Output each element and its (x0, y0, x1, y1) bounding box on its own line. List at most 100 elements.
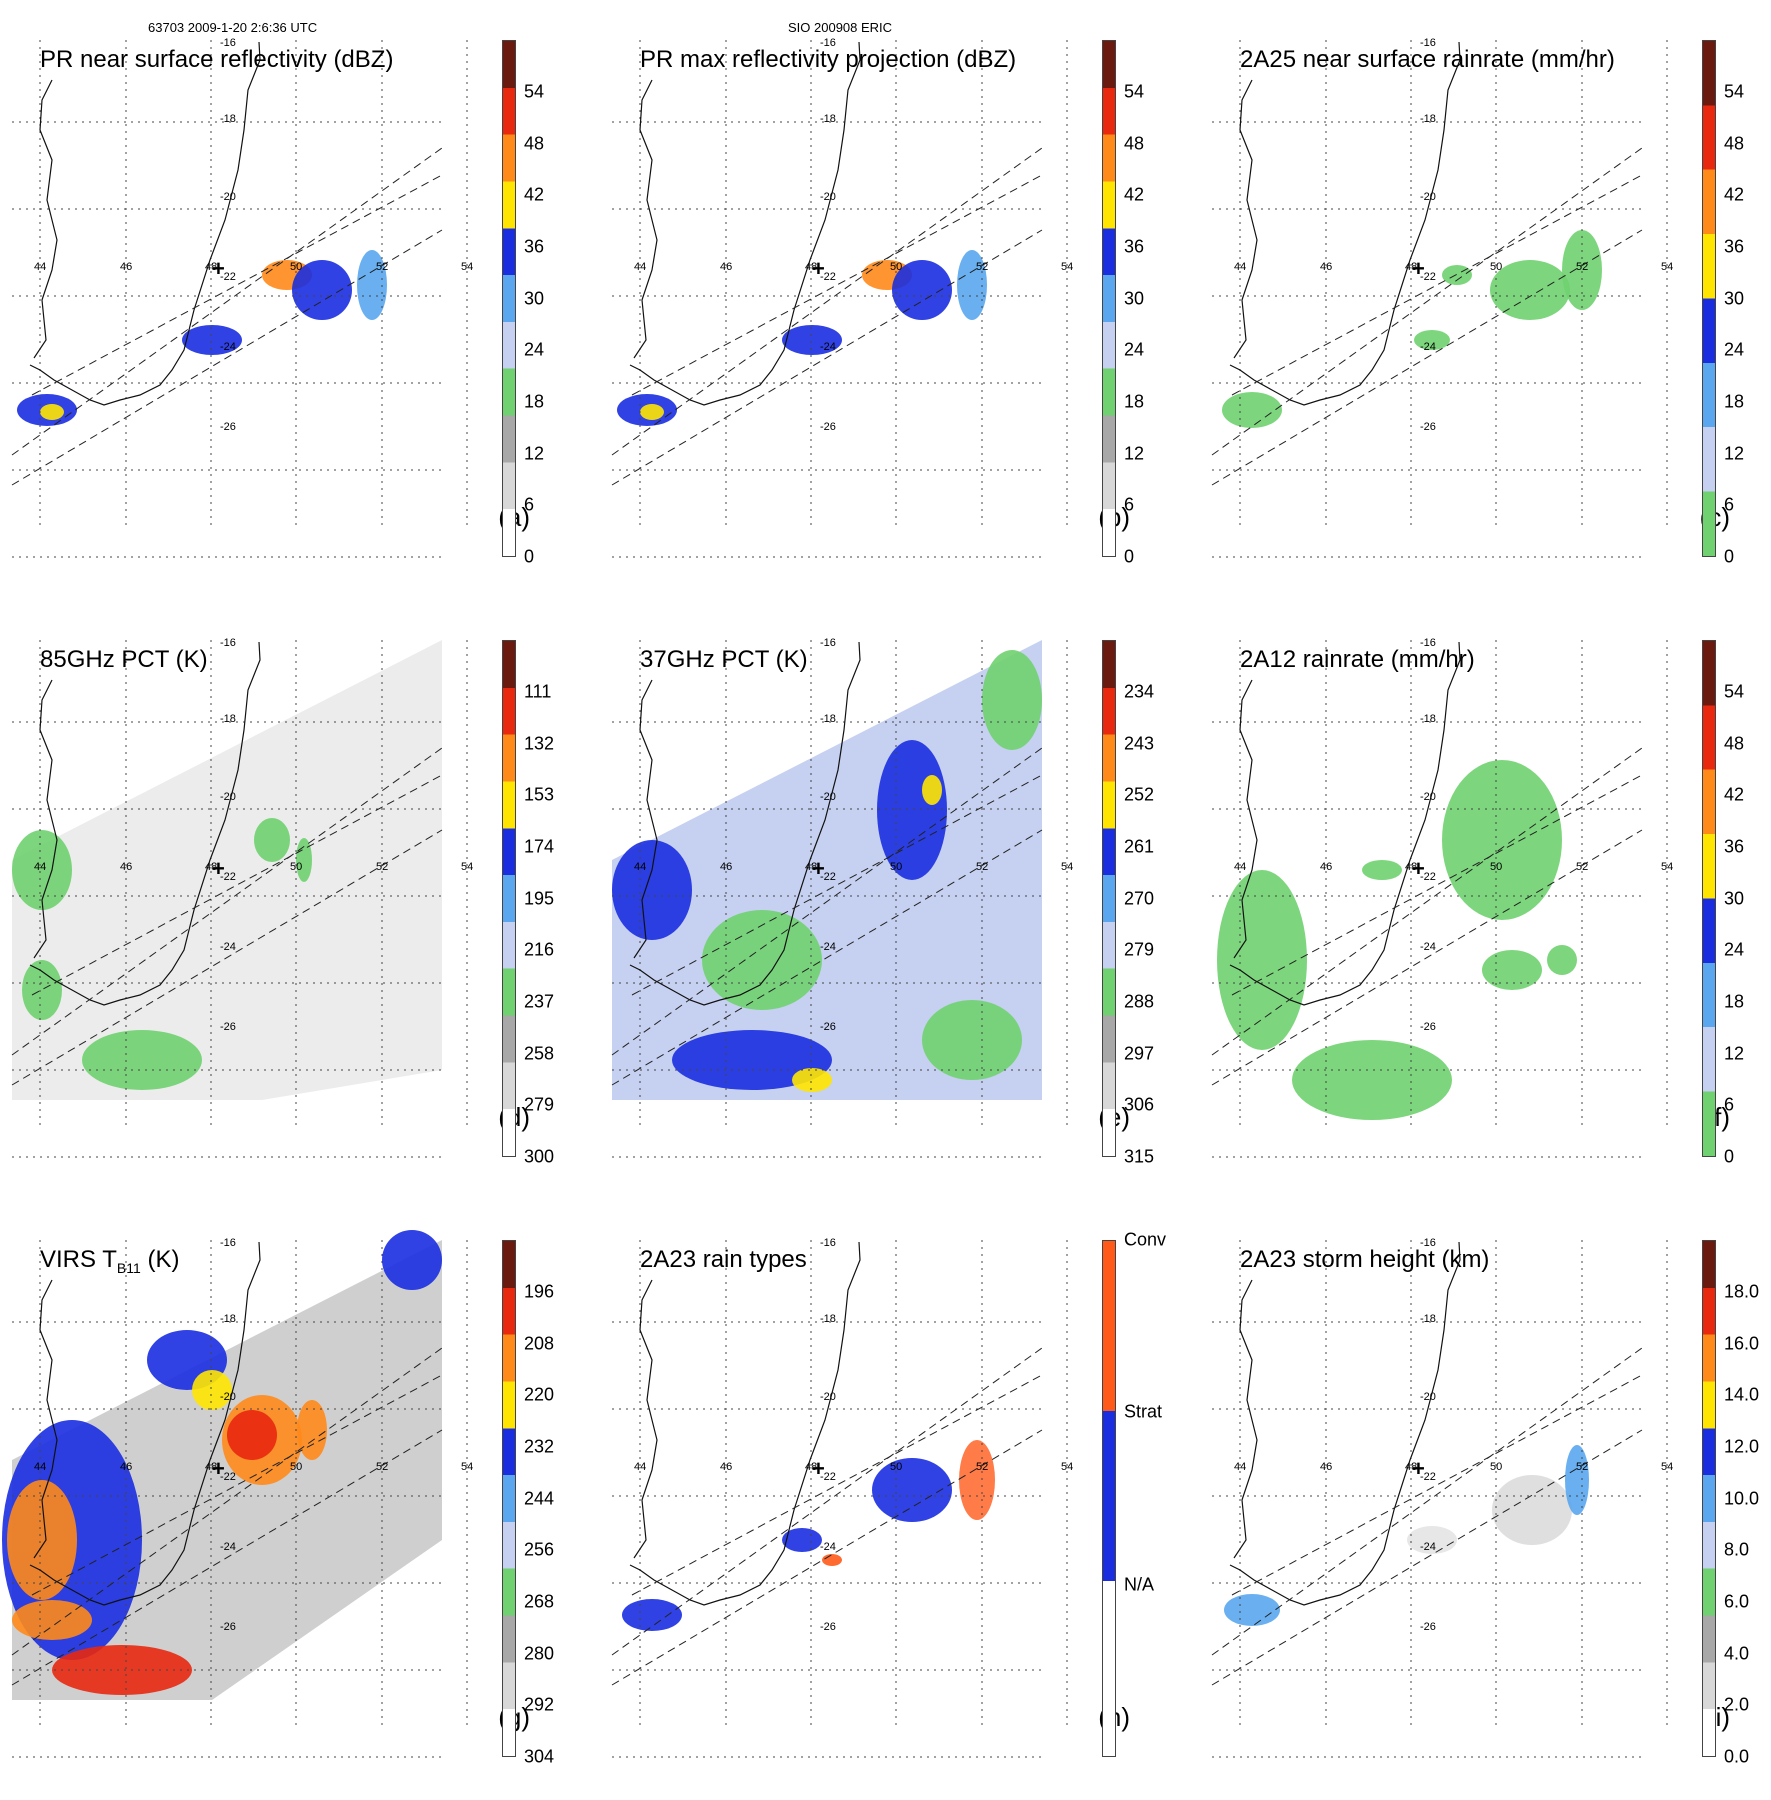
swath-edge (1211, 1429, 1643, 1686)
map-d: 44 46 48 50 52 54 -16 -18 -20 -22 -24 -26 + (11, 637, 473, 1158)
lat-label: -16 (1420, 637, 1436, 649)
lon-label: 46 (120, 1461, 132, 1473)
colorbar-tick: 237 (524, 991, 555, 1012)
colorbar-tick: 18 (1724, 391, 1745, 412)
lon-label: 54 (1661, 1461, 1673, 1473)
colorbar-tick: 306 (1124, 1094, 1155, 1115)
colorbar-tick: 208 (524, 1333, 555, 1354)
rain-field (957, 250, 987, 320)
lon-label: 54 (1061, 861, 1073, 873)
lat-label: -22 (1420, 271, 1436, 283)
colorbar-tick: 0.0 (1724, 1746, 1750, 1767)
colorbar-tick: N/A (1124, 1574, 1155, 1595)
lat-label: -26 (1420, 1621, 1436, 1633)
lon-label: 50 (1490, 861, 1502, 873)
panel-title: PR near surface reflectivity (dBZ) (40, 46, 394, 73)
colorbar (502, 1240, 516, 1757)
lat-label: -16 (1420, 1237, 1436, 1249)
colorbar-tick: 18 (524, 391, 545, 412)
colorbar-tick: 48 (1724, 733, 1745, 754)
virs-field (12, 1600, 92, 1640)
colorbar-tick: 0 (1124, 546, 1135, 567)
lat-label: -24 (820, 341, 836, 353)
lat-label: -18 (820, 713, 836, 725)
colorbar-tick: 30 (1724, 888, 1745, 909)
colorbar-tick: 48 (1124, 133, 1145, 154)
lat-label: -18 (220, 1313, 236, 1325)
lat-label: -22 (1420, 871, 1436, 883)
virs-field (227, 1410, 277, 1460)
coastline (633, 79, 658, 359)
colorbar-tick: 288 (1124, 991, 1155, 1012)
lat-label: -20 (820, 791, 836, 803)
map-e: 44 46 48 50 52 54 -16 -18 -20 -22 -24 -26 + (611, 637, 1073, 1158)
lon-label: 52 (976, 861, 988, 873)
swath-edge (11, 147, 443, 456)
lat-label: -16 (220, 1237, 236, 1249)
storm-center-marker: + (812, 856, 825, 881)
colorbar-tick: 292 (524, 1694, 555, 1715)
map-f: 44 46 48 50 52 54 -16 -18 -20 -22 -24 -26 + (1211, 637, 1673, 1158)
coastline (1233, 79, 1258, 359)
colorbar-tick: 232 (524, 1436, 555, 1457)
map-b: 44 46 48 50 52 54 -16 -18 -20 -22 -24 -26 + (611, 37, 1073, 558)
lon-label: 54 (1061, 1461, 1073, 1473)
lon-label: 44 (1234, 261, 1246, 273)
coastline (29, 641, 261, 1006)
coastline (629, 1241, 861, 1606)
lat-label: -20 (820, 1391, 836, 1403)
colorbar-tick: 111 (524, 681, 552, 702)
lon-label: 52 (376, 1461, 388, 1473)
colorbar-tick: 14.0 (1724, 1384, 1760, 1405)
lat-label: -24 (220, 341, 236, 353)
swath-edge (11, 1429, 443, 1686)
lat-label: -20 (1420, 1391, 1436, 1403)
colorbar-tick: 12 (1724, 1043, 1745, 1064)
lon-label: 52 (376, 861, 388, 873)
pct-field (922, 1000, 1022, 1080)
colorbar-tick: 30 (1724, 288, 1745, 309)
colorbar-tick: 2.0 (1724, 1694, 1750, 1715)
pct-field (82, 1030, 202, 1090)
lon-label: 48 (205, 261, 217, 273)
colorbar-tick: 12.0 (1724, 1436, 1760, 1457)
header-center: SIO 200908 ERIC (788, 20, 893, 35)
lat-label: -26 (820, 1621, 836, 1633)
rain-field (1490, 260, 1570, 320)
pct-field (296, 838, 312, 882)
pct-field (22, 960, 62, 1020)
rain-field (822, 1554, 842, 1566)
swath-edge (611, 229, 1043, 486)
lon-label: 50 (1490, 1461, 1502, 1473)
lon-label: 54 (1061, 261, 1073, 273)
lat-label: -18 (820, 113, 836, 125)
virs-field (7, 1480, 77, 1600)
colorbar-tick: 30 (1124, 288, 1145, 309)
lat-label: -18 (220, 113, 236, 125)
pct-field (982, 650, 1042, 750)
panel-title: 2A23 storm height (km) (1240, 1246, 1490, 1273)
colorbar (1102, 1240, 1116, 1757)
colorbar-tick: 0 (1724, 546, 1735, 567)
lat-label: -20 (220, 191, 236, 203)
colorbar-tick: 18 (1124, 391, 1145, 412)
swath-edge (11, 747, 443, 1056)
colorbar-tick: 0 (1724, 1146, 1735, 1167)
lon-label: 48 (805, 861, 817, 873)
storm-center-marker: + (212, 256, 225, 281)
colorbar-tick: 258 (524, 1043, 555, 1064)
lon-label: 52 (976, 1461, 988, 1473)
colorbar-tick: 30 (524, 288, 545, 309)
colorbar-tick: 24 (1124, 339, 1145, 360)
storm-center-marker: + (812, 256, 825, 281)
lon-label: 46 (120, 261, 132, 273)
colorbar-tick: 6 (1724, 1094, 1735, 1115)
lat-label: -22 (220, 871, 236, 883)
lat-label: -16 (820, 1237, 836, 1249)
lon-label: 46 (720, 261, 732, 273)
swath-edge (611, 1429, 1043, 1686)
lon-label: 44 (34, 861, 46, 873)
coastline (1233, 679, 1258, 959)
rain-field (1292, 1040, 1452, 1120)
colorbar-tick: 42 (524, 184, 545, 205)
